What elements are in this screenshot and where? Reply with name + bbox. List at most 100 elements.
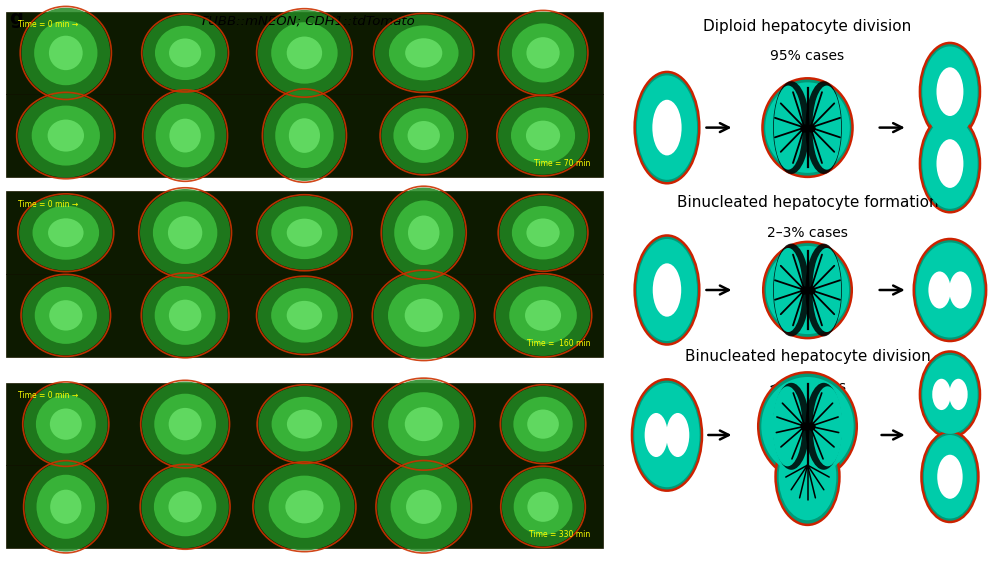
Ellipse shape <box>154 394 216 455</box>
Ellipse shape <box>168 491 202 523</box>
Ellipse shape <box>509 287 577 345</box>
Ellipse shape <box>634 383 700 487</box>
Ellipse shape <box>766 246 849 334</box>
Ellipse shape <box>499 12 587 95</box>
Ellipse shape <box>140 189 230 277</box>
Ellipse shape <box>513 397 573 451</box>
Ellipse shape <box>258 386 350 462</box>
Ellipse shape <box>405 299 443 332</box>
Ellipse shape <box>142 274 228 357</box>
Ellipse shape <box>168 216 202 249</box>
Ellipse shape <box>526 37 560 68</box>
Bar <box>6 383 603 548</box>
Ellipse shape <box>525 300 561 331</box>
Text: Time = 70 min: Time = 70 min <box>534 159 590 168</box>
Ellipse shape <box>144 91 226 180</box>
Ellipse shape <box>389 26 459 81</box>
Ellipse shape <box>393 108 454 163</box>
Ellipse shape <box>511 107 575 164</box>
Text: Binucleated hepatocyte division: Binucleated hepatocyte division <box>685 349 930 364</box>
Ellipse shape <box>141 466 229 548</box>
Text: Time = 0 min →: Time = 0 min → <box>18 200 79 209</box>
Ellipse shape <box>25 462 107 552</box>
Ellipse shape <box>285 490 324 523</box>
Ellipse shape <box>635 72 699 183</box>
Ellipse shape <box>527 409 559 438</box>
Ellipse shape <box>514 478 572 535</box>
Ellipse shape <box>48 218 84 247</box>
Ellipse shape <box>169 300 201 331</box>
Ellipse shape <box>287 409 322 438</box>
Text: 95% cases: 95% cases <box>770 49 845 63</box>
Ellipse shape <box>143 15 227 91</box>
Ellipse shape <box>653 263 681 317</box>
Ellipse shape <box>155 286 216 345</box>
Ellipse shape <box>774 248 803 332</box>
Ellipse shape <box>36 395 96 454</box>
Text: TUBB::mNEON; CDH1::tdTomato: TUBB::mNEON; CDH1::tdTomato <box>200 14 415 27</box>
Ellipse shape <box>375 14 472 92</box>
Ellipse shape <box>381 97 466 174</box>
Ellipse shape <box>405 407 443 441</box>
Ellipse shape <box>169 38 201 67</box>
Ellipse shape <box>805 244 842 336</box>
Ellipse shape <box>936 139 963 188</box>
Ellipse shape <box>50 490 81 524</box>
Ellipse shape <box>49 300 82 331</box>
Ellipse shape <box>258 10 351 96</box>
Ellipse shape <box>916 242 984 338</box>
Ellipse shape <box>773 244 810 336</box>
Ellipse shape <box>632 379 702 491</box>
Ellipse shape <box>914 239 986 341</box>
Ellipse shape <box>635 235 699 345</box>
Ellipse shape <box>920 115 980 212</box>
Ellipse shape <box>512 206 574 259</box>
Ellipse shape <box>526 121 560 150</box>
Ellipse shape <box>805 81 842 174</box>
Ellipse shape <box>762 78 853 177</box>
Ellipse shape <box>49 36 83 70</box>
Ellipse shape <box>34 21 97 85</box>
Ellipse shape <box>169 119 201 153</box>
Ellipse shape <box>924 435 976 519</box>
Ellipse shape <box>258 277 351 353</box>
Ellipse shape <box>812 248 841 332</box>
Ellipse shape <box>922 118 978 209</box>
Ellipse shape <box>154 477 216 536</box>
Ellipse shape <box>408 121 440 150</box>
Ellipse shape <box>949 379 968 410</box>
Ellipse shape <box>936 67 963 116</box>
Ellipse shape <box>258 196 351 270</box>
Ellipse shape <box>22 276 109 356</box>
Ellipse shape <box>269 476 340 538</box>
Ellipse shape <box>155 26 215 80</box>
Text: Binucleated hepatocyte formation: Binucleated hepatocyte formation <box>677 195 938 211</box>
Ellipse shape <box>156 104 215 167</box>
Text: Time = 0 min →: Time = 0 min → <box>18 392 79 401</box>
Ellipse shape <box>512 23 574 82</box>
Bar <box>6 191 603 357</box>
Ellipse shape <box>153 201 217 264</box>
Ellipse shape <box>408 216 439 250</box>
Ellipse shape <box>920 43 980 140</box>
Ellipse shape <box>382 187 465 278</box>
Text: Time = 0 min →: Time = 0 min → <box>18 20 79 30</box>
Ellipse shape <box>287 301 322 330</box>
Ellipse shape <box>949 271 972 309</box>
Ellipse shape <box>377 462 470 552</box>
Ellipse shape <box>254 463 354 550</box>
Ellipse shape <box>271 206 338 259</box>
Ellipse shape <box>264 90 345 181</box>
Ellipse shape <box>527 492 559 522</box>
Ellipse shape <box>289 118 320 153</box>
Ellipse shape <box>33 206 99 260</box>
Ellipse shape <box>763 242 852 338</box>
Ellipse shape <box>813 386 843 466</box>
Ellipse shape <box>922 46 978 137</box>
Ellipse shape <box>388 284 459 347</box>
Ellipse shape <box>406 490 441 524</box>
Ellipse shape <box>637 75 697 180</box>
Ellipse shape <box>48 119 84 151</box>
Ellipse shape <box>773 383 810 470</box>
Ellipse shape <box>805 383 842 470</box>
